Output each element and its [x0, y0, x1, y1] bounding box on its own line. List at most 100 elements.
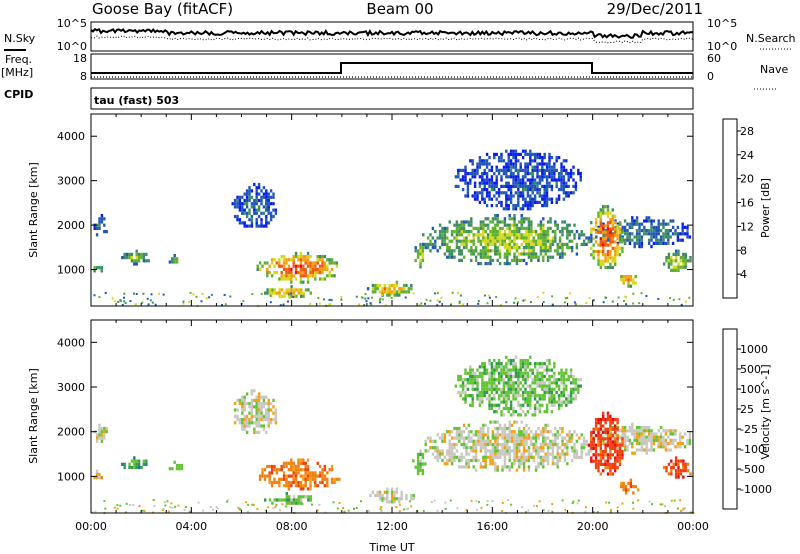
- echo-cell: [241, 418, 244, 422]
- echo-cell: [515, 455, 519, 459]
- echo-cell: [509, 191, 513, 195]
- echo-cell: [553, 397, 556, 401]
- echo-cell: [606, 427, 610, 431]
- echo-cell: [542, 258, 545, 262]
- echo-cell: [543, 394, 546, 398]
- echo-cell: [438, 233, 442, 237]
- echo-cell: [285, 495, 288, 499]
- echo-cell: [265, 224, 268, 228]
- echo-cell: [467, 452, 471, 456]
- echo-cell: [568, 233, 571, 237]
- echo-cell: [545, 184, 549, 188]
- echo-cell: [268, 271, 271, 275]
- echo-cell: [419, 265, 422, 269]
- echo-region: [258, 458, 341, 491]
- echo-cell: [527, 236, 531, 240]
- echo-cell: [243, 398, 246, 402]
- echo-cell: [478, 156, 482, 160]
- echo-cell: [497, 378, 501, 382]
- echo-cell: [243, 424, 246, 428]
- echo-cell: [659, 445, 663, 449]
- echo-cell: [314, 277, 317, 281]
- echo-cell: [628, 442, 632, 446]
- echo-cell: [623, 241, 627, 245]
- echo-cell: [326, 471, 329, 475]
- speckle-cell: [274, 505, 277, 508]
- echo-cell: [290, 277, 293, 281]
- echo-cell: [580, 230, 583, 234]
- echo-cell: [560, 165, 563, 169]
- echo-cell: [485, 371, 489, 375]
- echo-cell: [267, 421, 270, 425]
- echo-cell: [536, 362, 539, 366]
- echo-cell: [561, 452, 564, 456]
- echo-cell: [248, 418, 251, 422]
- echo-cell: [280, 277, 283, 281]
- echo-cell: [482, 458, 485, 463]
- echo-cell: [536, 384, 539, 388]
- echo-cell: [529, 390, 532, 395]
- echo-cell: [506, 465, 509, 469]
- echo-cell: [287, 267, 291, 271]
- echo-cell: [256, 264, 259, 268]
- echo-cell: [524, 175, 527, 179]
- echo-cell: [527, 230, 531, 234]
- echo-cell: [515, 236, 519, 240]
- echo-cell: [398, 497, 401, 501]
- echo-cell: [304, 474, 307, 478]
- echo-cell: [550, 175, 554, 179]
- echo-cell: [507, 362, 510, 366]
- echo-cell: [626, 229, 629, 233]
- echo-cell: [386, 490, 389, 494]
- echo-cell: [517, 152, 520, 156]
- echo-cell: [474, 433, 478, 437]
- echo-cell: [173, 257, 176, 261]
- echo-cell: [474, 468, 478, 472]
- echo-cell: [455, 436, 459, 440]
- echo-cell: [512, 149, 515, 153]
- echo-cell: [481, 172, 484, 176]
- echo-cell: [125, 256, 129, 260]
- echo-cell: [570, 436, 574, 440]
- speckle-cell: [256, 507, 259, 510]
- echo-cell: [287, 480, 291, 485]
- echo-cell: [548, 175, 551, 179]
- echo-cell: [522, 442, 526, 447]
- echo-cell: [257, 405, 261, 409]
- echo-cell: [489, 439, 492, 443]
- echo-cell: [624, 488, 628, 492]
- speckle-cell: [239, 508, 242, 511]
- echo-cell: [245, 189, 249, 193]
- echo-cell: [554, 436, 557, 440]
- echo-cell: [465, 236, 468, 240]
- echo-cell: [486, 217, 490, 221]
- speckle-cell: [625, 303, 628, 306]
- echo-cell: [512, 156, 515, 160]
- echo-cell: [436, 449, 439, 453]
- speckle-cell: [608, 501, 611, 504]
- echo-cell: [245, 205, 249, 209]
- speckle-cell: [525, 511, 527, 514]
- echo-cell: [497, 156, 501, 160]
- speckle-cell: [369, 302, 372, 305]
- echo-cell: [142, 462, 146, 466]
- echo-cell: [481, 178, 484, 182]
- echo-cell: [300, 501, 303, 505]
- echo-cell: [565, 194, 568, 198]
- echo-cell: [619, 235, 622, 239]
- echo-cell: [548, 184, 551, 188]
- echo-cell: [466, 387, 470, 391]
- echo-cell: [270, 464, 274, 469]
- echo-cell: [496, 223, 499, 227]
- echo-cell: [509, 406, 513, 411]
- speckle-cell: [192, 293, 195, 296]
- echo-cell: [453, 223, 456, 227]
- echo-cell: [512, 204, 515, 208]
- echo-cell: [542, 230, 545, 234]
- echo-cell: [611, 246, 614, 250]
- echo-cell: [103, 230, 106, 234]
- echo-cell: [525, 252, 528, 256]
- echo-cell: [536, 172, 539, 176]
- echo-cell: [395, 280, 399, 284]
